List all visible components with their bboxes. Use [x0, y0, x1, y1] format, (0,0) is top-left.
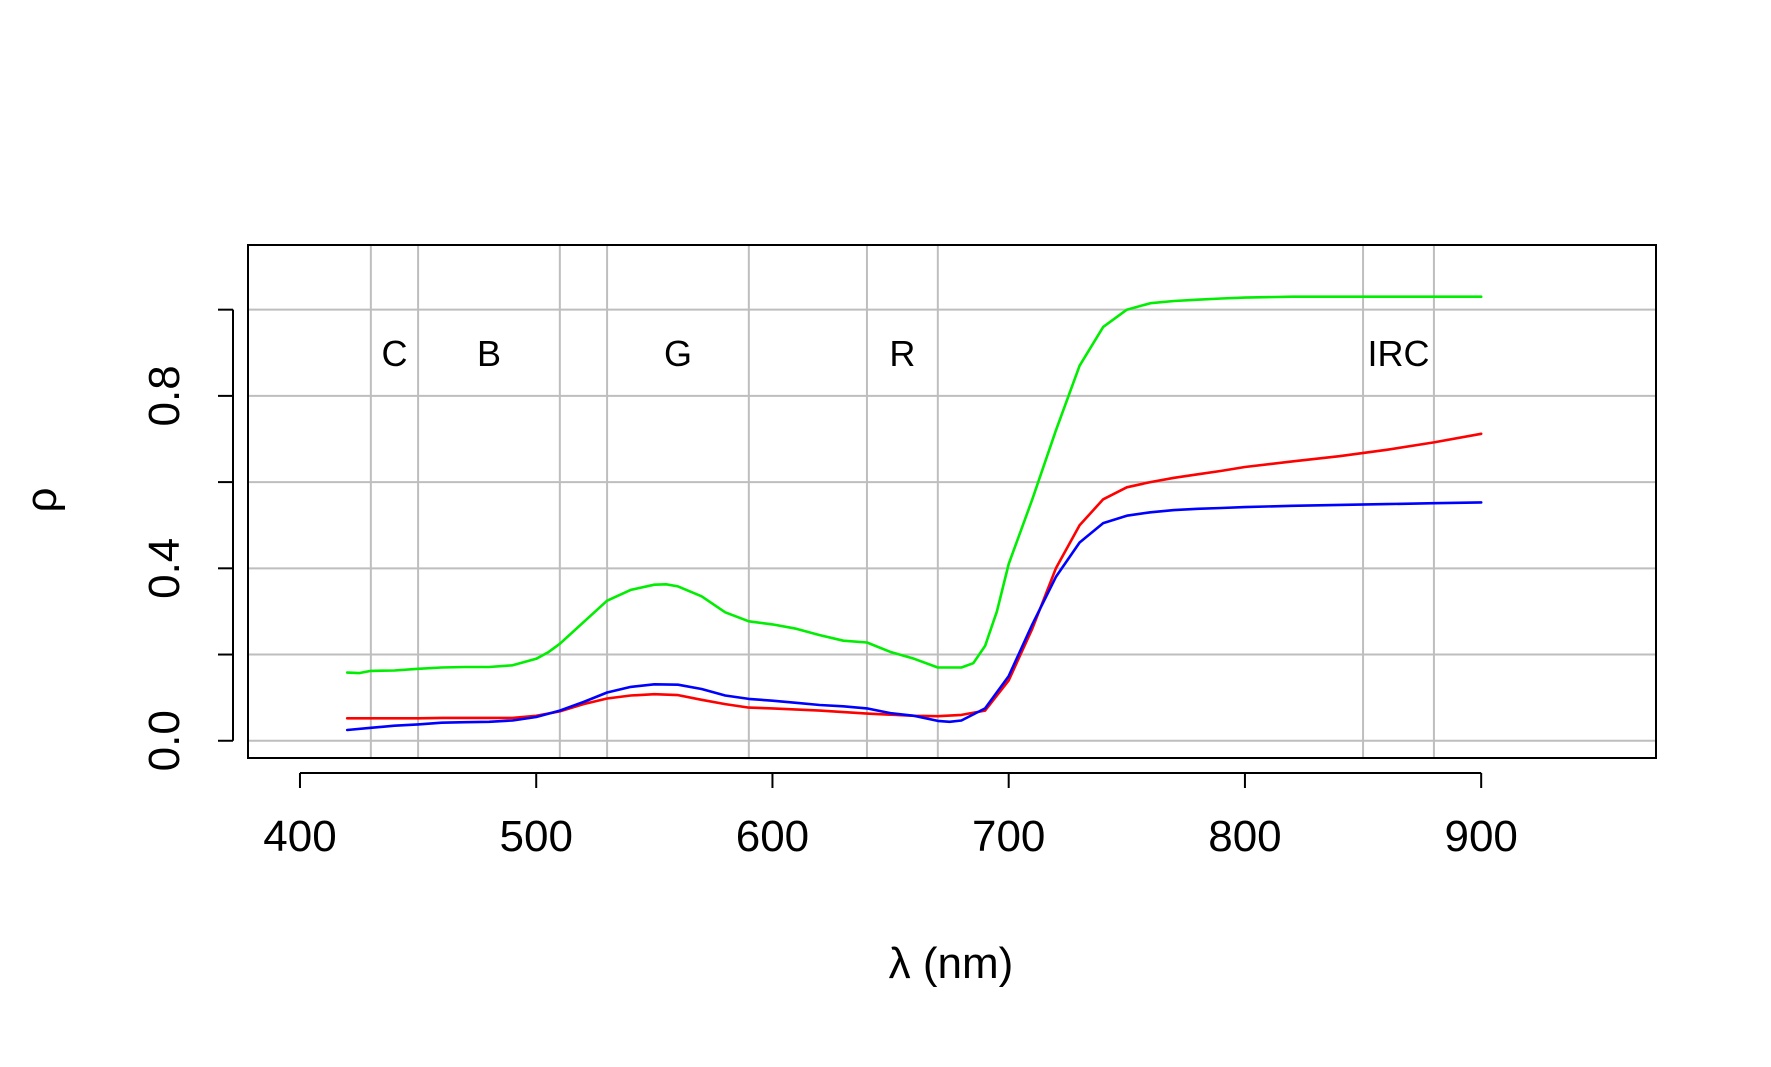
- plot-frame: [247, 244, 1657, 759]
- series-line-1: [345, 295, 1483, 675]
- x-tick-label: 400: [263, 812, 336, 861]
- y-tick-label: 0.0: [140, 710, 189, 771]
- x-tick-label: 900: [1444, 812, 1517, 861]
- band-label-layer: C B G R IRC: [381, 333, 1429, 374]
- x-tick-label: 500: [500, 812, 573, 861]
- y-tick-label: 0.4: [140, 538, 189, 599]
- x-axis: 400 500 600 700 800 900: [263, 772, 1518, 861]
- y-tick-label: 0.8: [140, 365, 189, 426]
- series-line-2: [345, 432, 1483, 720]
- x-tick-label: 700: [972, 812, 1045, 861]
- x-axis-label: λ (nm): [889, 939, 1014, 988]
- series-line-3: [345, 501, 1483, 732]
- x-tick-label: 600: [736, 812, 809, 861]
- grid-layer: [248, 245, 1656, 758]
- band-label: B: [477, 333, 501, 374]
- x-tick-label: 800: [1208, 812, 1281, 861]
- y-axis-label: ρ: [17, 487, 66, 512]
- band-label: G: [664, 333, 692, 374]
- band-label: IRC: [1367, 333, 1429, 374]
- y-axis: 0.0 0.4 0.8: [140, 308, 234, 771]
- band-label: C: [381, 333, 407, 374]
- band-label: R: [889, 333, 915, 374]
- series-layer: [345, 295, 1483, 732]
